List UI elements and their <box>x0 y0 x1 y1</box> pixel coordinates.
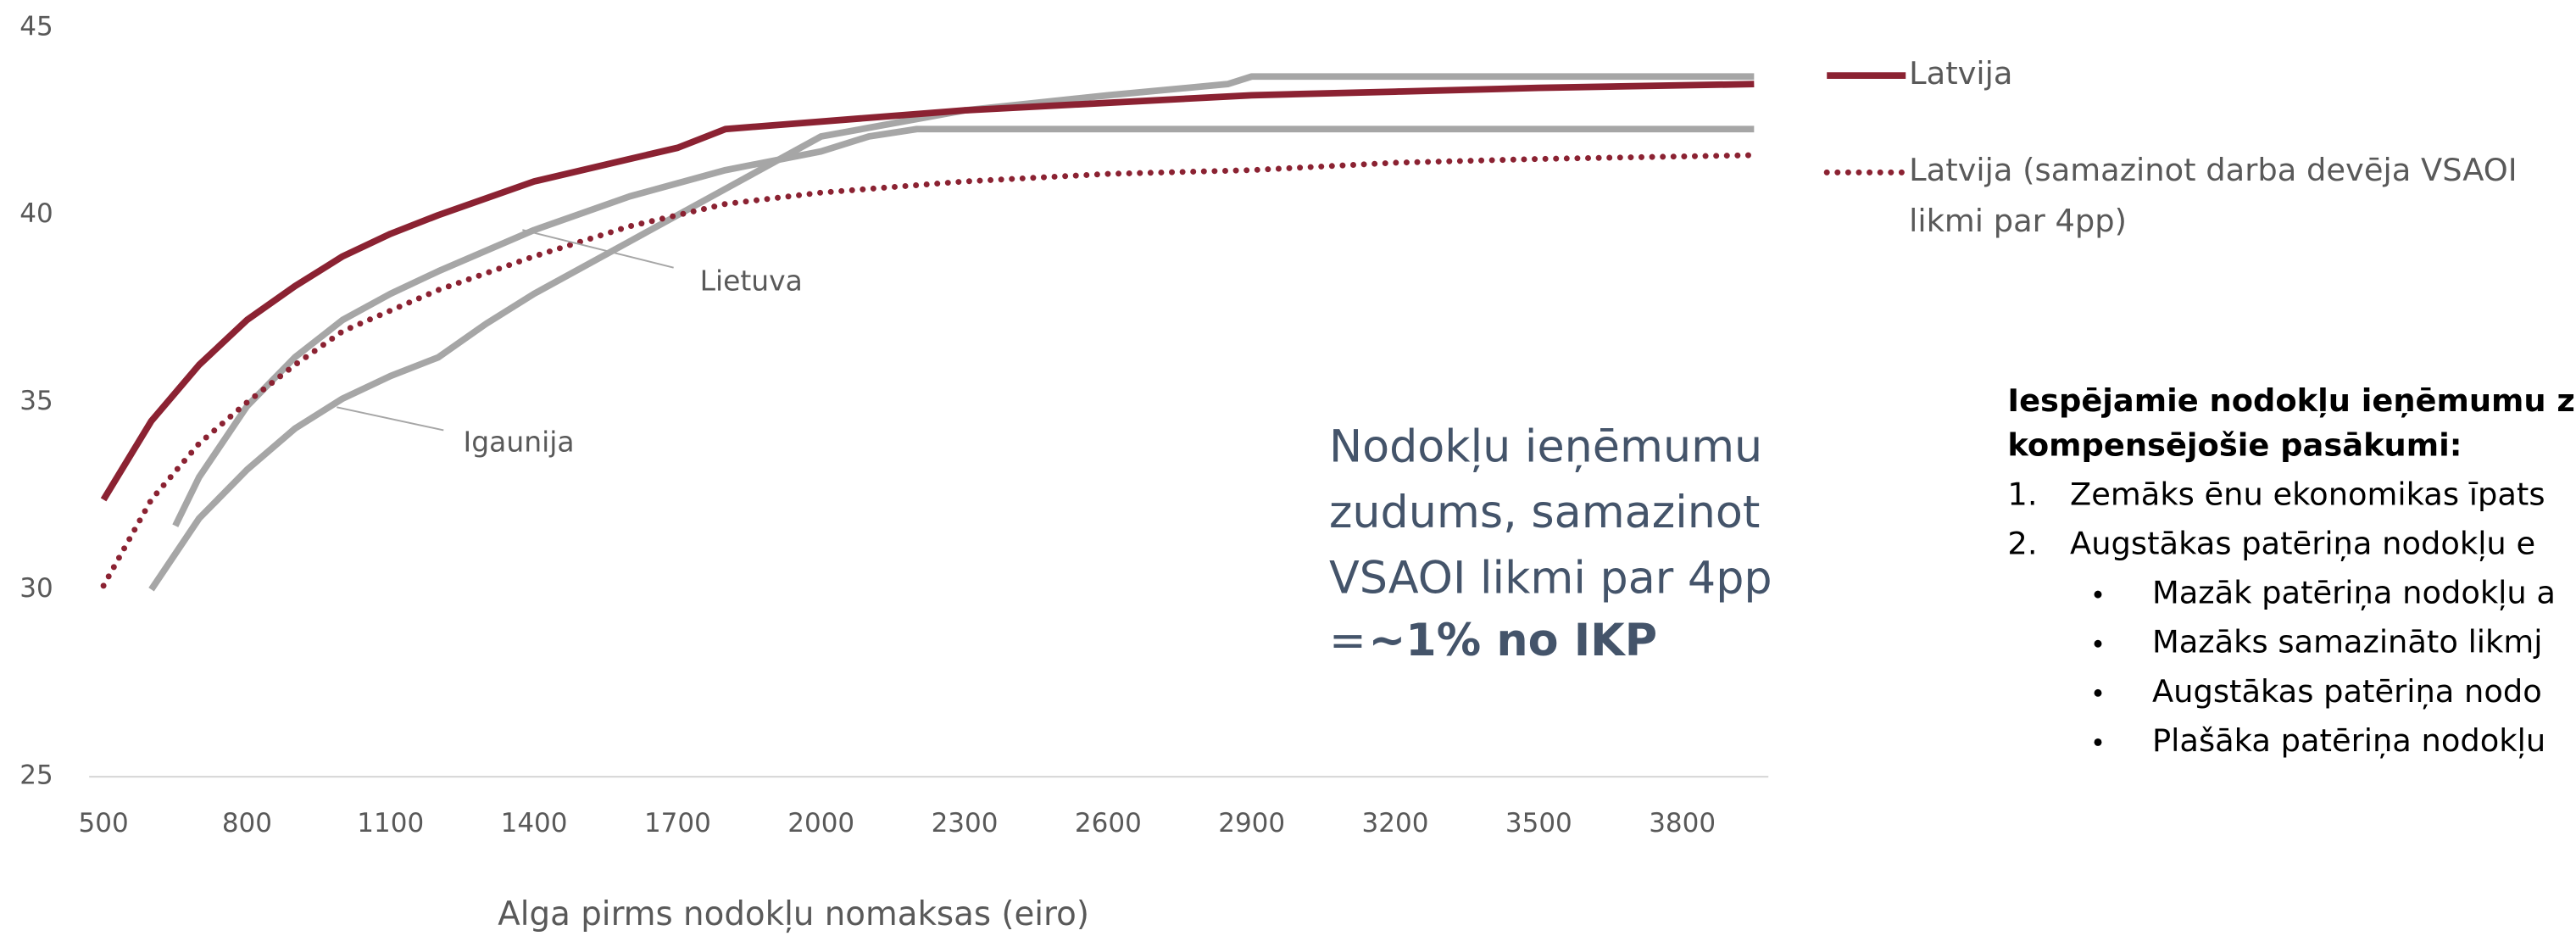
bullet-dot <box>2094 738 2102 746</box>
annotation-line: VSAOI likmi par 4pp <box>1329 553 1772 604</box>
bullet-text: Mazāks samazināto likmj <box>2152 624 2542 660</box>
callout-line <box>337 406 444 432</box>
legend-entry: Latvija (samazinot darba devēja VSAOI li… <box>1909 153 2518 240</box>
annotation-prefix: = <box>1329 615 1366 666</box>
bullet-dot <box>2094 688 2102 697</box>
x-tick-label: 3200 <box>1362 808 1429 838</box>
x-tick-label: 1700 <box>644 808 711 838</box>
annotation-line: Nodokļu ieņēmumu <box>1329 421 1762 473</box>
legend-label: Latvija (samazinot darba devēja VSAOI li… <box>1909 153 2518 240</box>
item-text: Augstākas patēriņa nodokļu e <box>2070 526 2535 562</box>
series-line <box>100 152 1757 589</box>
x-tick-label: 1400 <box>501 808 568 838</box>
bullet-dot <box>2094 590 2102 599</box>
bullet-dot <box>2094 639 2102 648</box>
x-tick-label: 500 <box>79 808 129 838</box>
side-heading: kompensējošie pasākumi: <box>2007 426 2462 463</box>
x-tick-label: 2300 <box>932 808 999 838</box>
legend-entry: Latvija <box>1909 55 2013 92</box>
series-line <box>100 81 1755 502</box>
callout-label: Igaunija <box>464 425 575 458</box>
loss-annotation: Nodokļu ieņēmumu zudums, samazinot VSAOI… <box>1329 421 1772 667</box>
y-tick-label: 40 <box>19 198 53 229</box>
bullet-text: Plašāka patēriņa nodokļu <box>2152 722 2545 759</box>
y-tick-label: 35 <box>19 386 53 416</box>
series-line <box>148 73 1755 592</box>
callout-line <box>522 229 674 269</box>
y-tick-label: 25 <box>19 760 53 791</box>
x-tick-label: 2000 <box>787 808 854 838</box>
item-marker: 2. <box>2007 526 2037 562</box>
annotation-line: zudums, samazinot <box>1329 487 1760 538</box>
item-marker: 1. <box>2007 476 2037 512</box>
bullet-text: Mazāk patēriņa nodokļu a <box>2152 575 2556 611</box>
x-tick-label: 2900 <box>1218 808 1285 838</box>
item-text: Zemāks ēnu ekonomikas īpats <box>2070 476 2545 512</box>
side-panel: Iespējamie nodokļu ieņēmumu z kompensējo… <box>2007 382 2574 759</box>
x-tick-label: 800 <box>222 808 272 838</box>
x-tick-label: 2600 <box>1075 808 1142 838</box>
x-axis-label: Alga pirms nodokļu nomaksas (eiro) <box>498 895 1089 933</box>
x-tick-label: 3800 <box>1649 808 1716 838</box>
y-tick-label: 30 <box>19 573 53 604</box>
y-tick-label: 45 <box>19 11 53 42</box>
x-tick-label: 1100 <box>357 808 424 838</box>
callout-label: Lietuva <box>700 265 803 298</box>
x-tick-label: 3500 <box>1505 808 1572 838</box>
annotation-emphasis: ~1% no IKP <box>1368 615 1657 666</box>
legend-label: Latvija <box>1909 55 2013 92</box>
bullet-text: Augstākas patēriņa nodo <box>2152 673 2542 710</box>
side-heading: Iespējamie nodokļu ieņēmumu z <box>2007 382 2574 419</box>
